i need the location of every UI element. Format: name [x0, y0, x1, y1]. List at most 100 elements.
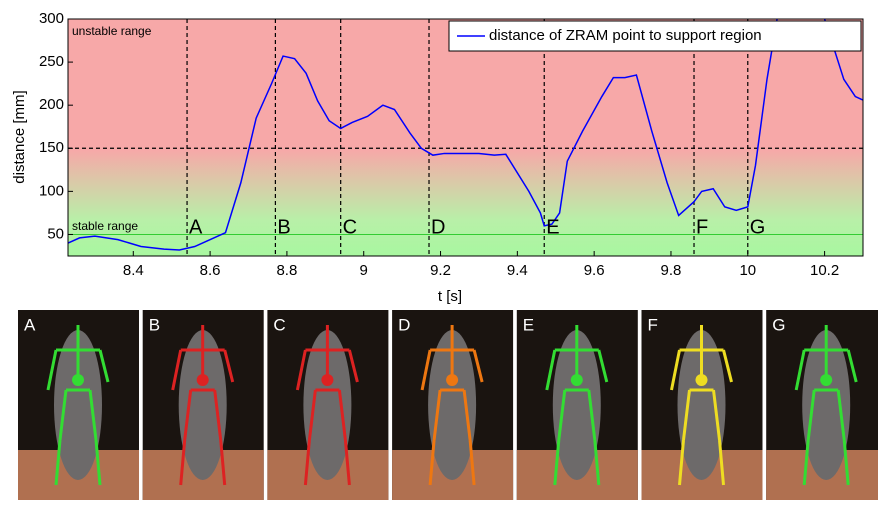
y-tick-label: 250: [39, 53, 64, 70]
skeleton-bone: [836, 389, 846, 441]
skeleton-bone: [94, 439, 102, 486]
panel-label: C: [273, 315, 285, 334]
y-tick-label: 100: [39, 182, 64, 199]
skeleton-center: [321, 374, 334, 386]
skeleton-bone: [593, 439, 601, 486]
legend-label: distance of ZRAM point to support region: [489, 27, 762, 44]
marker-label: D: [431, 216, 445, 238]
skeleton-bone: [846, 349, 858, 383]
skeleton-bone: [219, 439, 227, 486]
photo-panel: G: [766, 310, 878, 500]
skeleton-bone: [420, 349, 432, 391]
skeleton-bone: [223, 349, 235, 383]
skeleton-bone: [806, 389, 816, 441]
skeleton-center: [695, 374, 708, 386]
skeleton-bone: [842, 439, 850, 486]
skeleton-bone: [802, 439, 810, 486]
skeleton-bone: [54, 439, 62, 486]
y-tick-label: 150: [39, 139, 64, 156]
panels: A B C D E F G: [18, 310, 878, 500]
skeleton-bone: [213, 389, 223, 441]
panel-label: D: [398, 315, 410, 334]
skeleton-bone: [428, 439, 436, 486]
photo-panel: A: [18, 310, 139, 500]
skeleton-bone: [303, 439, 311, 486]
axes: A B C D E F G 50 100 150 200 250 300 8.4 8.6 8.8 9 9.2 9.4…: [39, 10, 864, 279]
x-tick-label: 8.6: [200, 262, 221, 279]
skeleton-bone: [587, 389, 597, 441]
skeleton-bone: [678, 439, 685, 486]
photo-panel: C: [267, 310, 389, 500]
skeleton-bone: [171, 349, 183, 391]
legend-box: [448, 20, 862, 52]
skeleton-center: [570, 374, 583, 386]
x-tick-label: 9.8: [661, 262, 682, 279]
marker-label: G: [750, 216, 766, 238]
skeleton-bone: [597, 349, 609, 383]
skeleton-bone: [432, 389, 442, 441]
photo-panel: B: [142, 310, 264, 500]
panel-label: A: [24, 315, 36, 334]
skeleton-bone: [682, 389, 691, 441]
region-label: unstable range: [72, 24, 152, 38]
skeleton-bone: [553, 439, 561, 486]
skeleton-bone: [183, 389, 193, 441]
photo-panel: E: [516, 310, 638, 500]
person: [178, 330, 227, 480]
panel-label: F: [648, 315, 658, 334]
skeleton-bone: [718, 439, 725, 486]
skeleton-bone: [712, 389, 721, 441]
person: [552, 330, 601, 480]
panel-label: E: [523, 315, 534, 334]
y-tick-label: 50: [47, 225, 64, 242]
y-tick-label: 300: [39, 10, 64, 27]
skeleton-bone: [337, 389, 347, 441]
y-axis-label: distance [mm]: [11, 90, 28, 183]
x-axis-label: t [s]: [438, 288, 462, 305]
panel-label: G: [772, 315, 785, 334]
photo-panel: D: [392, 310, 514, 500]
skeleton-bone: [347, 349, 359, 383]
skeleton-center: [72, 374, 84, 386]
skeleton-bone: [343, 439, 351, 486]
data-line: [68, 19, 863, 251]
person: [54, 330, 102, 480]
skeleton-bone: [98, 349, 110, 383]
skeleton-bone: [462, 389, 472, 441]
x-tick-label: 10: [739, 262, 756, 279]
skeleton-bone: [557, 389, 567, 441]
skeleton-bone: [295, 349, 307, 391]
x-tick-label: 9.6: [584, 262, 605, 279]
marker-label: A: [189, 216, 203, 238]
skeleton-bone: [670, 349, 681, 391]
skeleton-bone: [58, 389, 68, 441]
x-tick-label: 10.2: [810, 262, 839, 279]
skeleton-bone: [179, 439, 187, 486]
marker-label: E: [546, 216, 559, 238]
skeleton-center: [196, 374, 209, 386]
y-tick-label: 200: [39, 96, 64, 113]
axes-frame: [67, 18, 864, 257]
skeleton-center: [446, 374, 459, 386]
x-tick-label: 9: [360, 262, 368, 279]
marker-label: B: [277, 216, 290, 238]
skeleton-bone: [722, 349, 733, 383]
person: [303, 330, 352, 480]
x-tick-label: 8.4: [123, 262, 144, 279]
x-tick-label: 8.8: [276, 262, 297, 279]
panel-label: B: [149, 315, 160, 334]
person: [802, 330, 851, 480]
x-tick-label: 9.2: [430, 262, 451, 279]
skeleton-center: [820, 374, 833, 386]
skeleton-bone: [88, 389, 98, 441]
person: [428, 330, 477, 480]
skeleton-bone: [46, 349, 58, 391]
x-tick-label: 9.4: [507, 262, 528, 279]
region-label: stable range: [72, 219, 138, 233]
plot-background: [68, 19, 863, 256]
skeleton-bone: [468, 439, 476, 486]
skeleton-bone: [307, 389, 317, 441]
person: [677, 330, 726, 480]
marker-label: C: [343, 216, 357, 238]
